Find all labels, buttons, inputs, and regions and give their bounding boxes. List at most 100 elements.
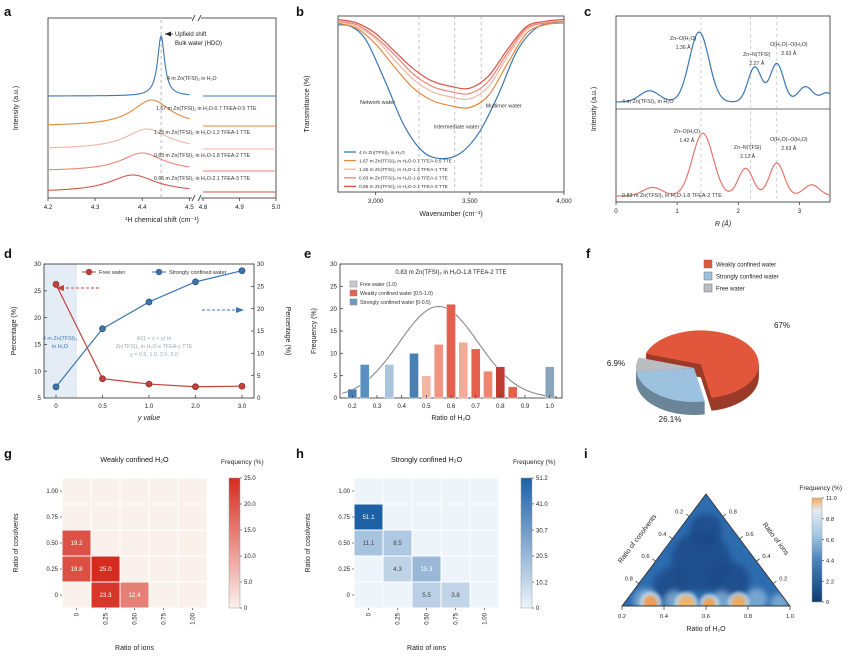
y-axis-title: Intensity (a.u.)	[13, 86, 20, 130]
tick: 0.4	[658, 532, 667, 538]
heat-cell-empty	[177, 503, 208, 531]
legend-label: Strongly confined water	[169, 270, 227, 276]
curve-label: 0.83 m Zn(TFSI)₂ in H₂O-1.8 TFEA-2 TTE	[154, 153, 251, 159]
tick: 0.4	[762, 554, 771, 560]
y-tick: 0.50	[46, 541, 58, 547]
panel-g-letter: g	[4, 446, 12, 461]
nmr-curve	[47, 128, 190, 149]
x-axis-title: ¹H chemical shift (cm⁻¹)	[125, 217, 199, 224]
cbar-label: Frequency (%)	[221, 459, 264, 466]
heat-cell-empty	[148, 503, 179, 531]
x-tick: 3.0	[238, 403, 247, 410]
y-tick-right: 10	[257, 351, 264, 358]
peak-label: Zn–O(H₂O)	[670, 36, 696, 42]
data-point	[99, 325, 106, 333]
pie-slice	[635, 357, 694, 372]
panel-e-letter: e	[304, 246, 312, 261]
x-tick: 1.00	[483, 612, 489, 624]
peak-label: Zn–N(TFSI)	[743, 52, 771, 58]
x-tick: 1.00	[191, 612, 197, 624]
x-tick: 0.25	[104, 612, 110, 624]
y-tick: 10	[330, 351, 337, 358]
legend-label: 1.67 m Zn(TFSI)₂ in H₂O-0.7 TFEA-0.5 TTE	[359, 158, 452, 164]
cbar-label: Frequency (%)	[799, 485, 842, 492]
y-tick-right: 0	[257, 395, 261, 402]
plot-frame	[337, 15, 565, 193]
heat-cell	[119, 581, 150, 609]
x-tick: 0	[54, 403, 58, 410]
y-tick: 0	[334, 395, 338, 402]
heat-cell-empty	[177, 555, 208, 583]
region-label: Network water	[360, 100, 395, 106]
legend-label: 0.66 m Zn(TFSI)₂ in H₂O-2.1 TFEA-3 TTE	[359, 184, 448, 190]
y-tick: 0.25	[46, 567, 58, 573]
peak-value: 2.63 Å	[781, 50, 797, 57]
x-tick: 0.50	[425, 612, 431, 624]
heat-cell-empty	[411, 529, 442, 557]
panel-c-letter: c	[584, 4, 592, 19]
x-axis-title: Ratio of ions	[407, 645, 446, 652]
sample-label: 4 m Zn(TFSI)₂ in H₂O	[622, 99, 674, 105]
legend-label: Strongly confined water [0-0.5)	[360, 300, 431, 306]
peak-value: 1.42 Å	[679, 137, 695, 144]
panel-c: c Zn–O(H₂O) 1.36 Å Zn–N(TFSI) 2.27 Å O(H₂O)–…	[584, 4, 844, 242]
heat-cell-empty	[353, 581, 384, 609]
pie-slice	[636, 368, 705, 403]
chart-title: 0.83 m Zn(TFSI)₂ in H₂O-1.8 TFEA-2 TTE	[395, 270, 506, 276]
cbar-tick: 15.0	[244, 528, 256, 534]
x-tick: 0.8	[496, 403, 505, 410]
exafs-curve	[616, 132, 831, 197]
heat-cell-empty	[177, 529, 208, 557]
x-tick: 0	[614, 208, 618, 215]
y-tick: 15	[330, 328, 337, 335]
peak-value: 2.27 Å	[749, 60, 765, 67]
annotation: Bulk water (HDO)	[175, 41, 222, 47]
panel-c-chart: Zn–O(H₂O) 1.36 Å Zn–N(TFSI) 2.27 Å O(H₂O)–O(…	[591, 15, 831, 228]
hotspot	[678, 595, 695, 606]
y-tick: 5	[334, 373, 338, 380]
x-tick: 0.3	[373, 403, 382, 410]
heat-cell-empty	[440, 529, 471, 557]
tick: 0.8	[625, 577, 633, 583]
annotation: 4/(1 + x + y) m	[137, 336, 172, 342]
sample-label: 0.83 m Zn(TFSI)₂ in H₂O-1.8 TFEA-2 TTE	[622, 193, 722, 199]
cell-value: 5.5	[422, 592, 431, 599]
x-tick: 0.75	[162, 612, 168, 624]
ternary-field	[622, 494, 790, 606]
x-tick: 0.5	[422, 403, 431, 410]
legend-label: Weakly confined water	[716, 263, 776, 269]
y-tick-right: 30	[257, 261, 264, 268]
heat-cell-empty	[469, 581, 500, 609]
chart-title: Strongly confined H₂O	[391, 455, 463, 464]
bar	[544, 366, 555, 399]
panel-e: e 0 5 10 15 20 25 30 0.2 0.3 0.4 0.5 0.6 0.7 0.8 0.9 1.…	[304, 246, 582, 444]
cbar-tick: 20.5	[536, 554, 548, 560]
tick: 0.2	[779, 577, 787, 583]
peak-value: 2.63 Å	[781, 145, 797, 152]
y-tick: 0	[347, 593, 351, 599]
colorbar	[811, 497, 823, 603]
heat-cell-empty	[90, 503, 121, 531]
cell-value: 23.3	[99, 592, 112, 599]
x-tick: 0.7	[471, 403, 480, 410]
tick: 0.8	[744, 614, 752, 620]
bar	[409, 353, 419, 399]
bar	[384, 364, 395, 399]
chart-title: Weakly confined H₂O	[100, 455, 169, 464]
axis-break	[192, 195, 202, 201]
hotspot	[703, 597, 716, 606]
peak-label: Zn–N(TFSI)	[734, 145, 762, 151]
x-tick: 3	[798, 208, 802, 215]
x-tick: 1	[675, 208, 679, 215]
y-tick: 20	[330, 306, 337, 313]
pie-label: 6.9%	[607, 359, 625, 368]
cbar-tick: 11.0	[826, 496, 837, 502]
ir-curve	[337, 20, 565, 95]
heat-cell-empty	[411, 477, 442, 505]
cell-value: 11.1	[363, 540, 375, 547]
heat-cell-empty	[90, 477, 121, 505]
peak-value: 2.12 Å	[740, 153, 756, 160]
heat-cell-empty	[177, 477, 208, 505]
x-tick: 5.0	[272, 204, 281, 211]
heat-cell-empty	[177, 581, 208, 609]
